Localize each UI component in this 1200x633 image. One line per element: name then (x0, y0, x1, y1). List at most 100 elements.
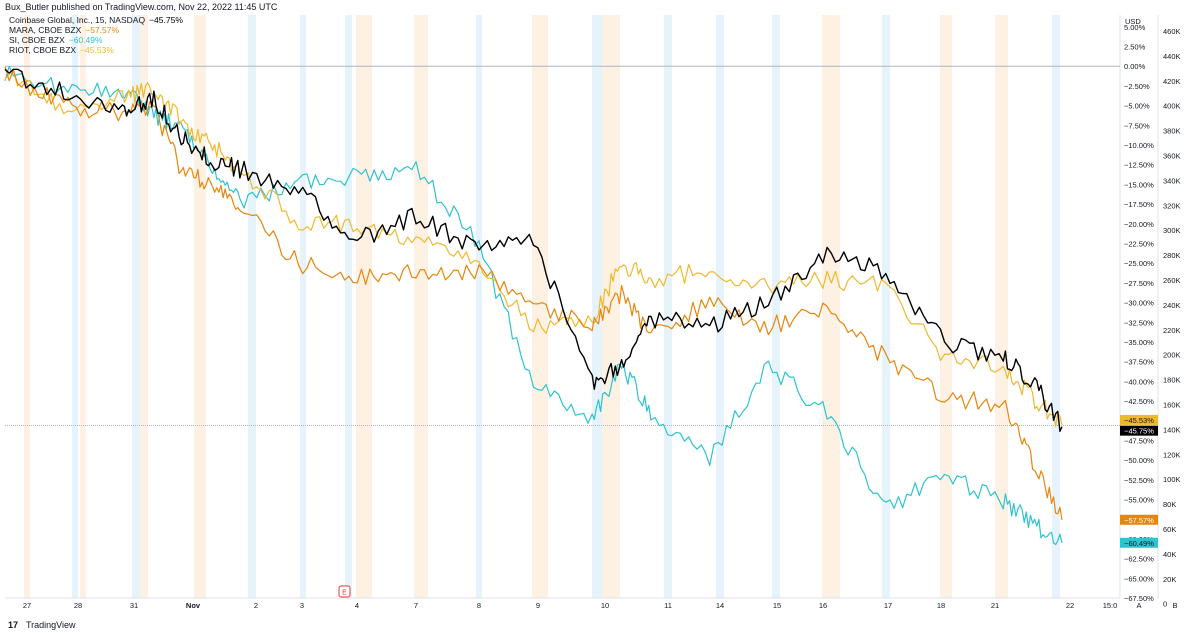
earnings-marker-label: E (342, 590, 347, 597)
y-tick-label: −47.50% (1124, 436, 1154, 445)
session-band-7 (300, 15, 306, 598)
y2-tick-label: 0 (1163, 600, 1167, 609)
publish-info: Bux_Butler published on TradingView.com,… (5, 2, 278, 12)
axis-button-b[interactable]: B (1172, 601, 1177, 610)
y-axis-unit: USD (1125, 17, 1141, 26)
legend-name-si: SI, CBOE BZX (9, 35, 65, 45)
x-tick-label: 3 (300, 601, 304, 610)
session-band-17 (772, 15, 780, 598)
x-tick-label: 22 (1066, 601, 1074, 610)
x-tick-label: 27 (23, 601, 31, 610)
last-value-bg-riot (1120, 414, 1158, 425)
y-tick-label: −55.00% (1124, 496, 1154, 505)
y2-tick-label: 380K (1163, 127, 1181, 136)
session-band-11 (476, 15, 482, 598)
axis-button-a[interactable]: A (1136, 601, 1141, 610)
series-line-mara (4, 66, 1063, 520)
legend-value-si: −60.49% (68, 35, 103, 45)
x-tick-label: 14 (716, 601, 724, 610)
y2-tick-label: 320K (1163, 201, 1181, 210)
session-band-20 (940, 15, 952, 598)
series-line-coin (4, 68, 1063, 432)
series-line-si (4, 65, 1063, 546)
last-value-bg-coin (1120, 425, 1158, 436)
y-tick-label: −50.00% (1124, 456, 1154, 465)
legend-item-mara[interactable]: MARA, CBOE BZX −57.57% (9, 25, 183, 35)
last-value-label-mara: −57.57% (1124, 516, 1154, 525)
y2-tick-label: 260K (1163, 276, 1181, 285)
x-tick-label: 18 (937, 601, 945, 610)
x-tick-label: 4 (355, 601, 359, 610)
session-band-19 (882, 15, 890, 598)
session-band-15 (664, 15, 672, 598)
x-tick-label: 21 (991, 601, 999, 610)
legend-value-riot: −45.53% (80, 45, 114, 55)
y2-tick-label: 40K (1163, 550, 1176, 559)
y-tick-label: −35.00% (1124, 338, 1154, 347)
x-tick-label: 31 (130, 601, 138, 610)
y-tick-label: −40.00% (1124, 377, 1154, 386)
y2-tick-label: 180K (1163, 376, 1181, 385)
y-tick-label: −25.00% (1124, 259, 1154, 268)
footer-brand[interactable]: TradingView (26, 620, 76, 630)
legend-item-coin[interactable]: Coinbase Global, Inc., 15, NASDAQ −45.75% (9, 15, 183, 25)
session-band-6 (248, 15, 256, 598)
session-band-2 (80, 15, 86, 598)
session-band-10 (414, 15, 428, 598)
session-band-21 (995, 15, 1008, 598)
x-tick-label: 15 (773, 601, 781, 610)
y2-tick-label: 80K (1163, 500, 1176, 509)
session-band-22 (1052, 15, 1060, 598)
session-band-14 (602, 15, 620, 598)
y2-tick-label: 300K (1163, 226, 1181, 235)
y2-tick-label: 400K (1163, 102, 1181, 111)
x-tick-label: 10 (601, 601, 609, 610)
x-tick-label: 17 (884, 601, 892, 610)
y2-tick-label: 100K (1163, 475, 1181, 484)
x-tick-label: 16 (819, 601, 827, 610)
y2-tick-label: 460K (1163, 27, 1181, 36)
series-line-riot (4, 70, 1063, 428)
last-value-label-riot: −45.53% (1124, 416, 1154, 425)
y2-tick-label: 60K (1163, 525, 1176, 534)
x-tick-label: 15:0 (1103, 601, 1118, 610)
y-tick-label: −37.50% (1124, 358, 1154, 367)
last-value-label-si: −60.49% (1124, 539, 1154, 548)
y-tick-label: −22.50% (1124, 239, 1154, 248)
tradingview-logo-icon[interactable]: 17 (8, 620, 19, 630)
chart-header: Bux_Butler published on TradingView.com,… (0, 0, 1200, 15)
legend-value-coin: −45.75% (149, 15, 183, 25)
y2-tick-label: 140K (1163, 425, 1181, 434)
y-tick-label: −20.00% (1124, 220, 1154, 229)
last-value-bg-mara (1120, 514, 1158, 525)
y2-tick-label: 360K (1163, 152, 1181, 161)
session-band-1 (72, 15, 78, 598)
legend-value-mara: −57.57% (85, 25, 120, 35)
x-tick-label: 8 (477, 601, 481, 610)
session-band-13 (592, 15, 602, 598)
y2-tick-label: 240K (1163, 301, 1181, 310)
x-tick-label: Nov (186, 601, 201, 610)
session-band-9 (356, 15, 372, 598)
earnings-marker (338, 585, 351, 598)
y2-tick-label: 160K (1163, 401, 1181, 410)
session-band-18 (822, 15, 840, 598)
y2-tick-label: 220K (1163, 326, 1181, 335)
legend-name-mara: MARA, CBOE BZX (9, 25, 82, 35)
legend-item-riot[interactable]: RIOT, CBOE BZX −45.53% (9, 45, 183, 55)
session-band-0 (24, 15, 30, 598)
legend-item-si[interactable]: SI, CBOE BZX −60.49% (9, 35, 183, 45)
x-tick-label: 9 (536, 601, 540, 610)
y-tick-label: −27.50% (1124, 279, 1154, 288)
y-tick-label: −17.50% (1124, 200, 1154, 209)
session-band-12 (532, 15, 548, 598)
y2-tick-label: 440K (1163, 52, 1181, 61)
y-tick-label: 5.00% (1124, 23, 1146, 32)
x-tick-label: 11 (664, 601, 672, 610)
y-tick-label: −67.50% (1124, 594, 1154, 603)
y-tick-label: 2.50% (1124, 43, 1146, 52)
session-band-8 (345, 15, 352, 598)
session-band-4 (140, 15, 148, 598)
footer: 17 TradingView (0, 619, 1200, 633)
